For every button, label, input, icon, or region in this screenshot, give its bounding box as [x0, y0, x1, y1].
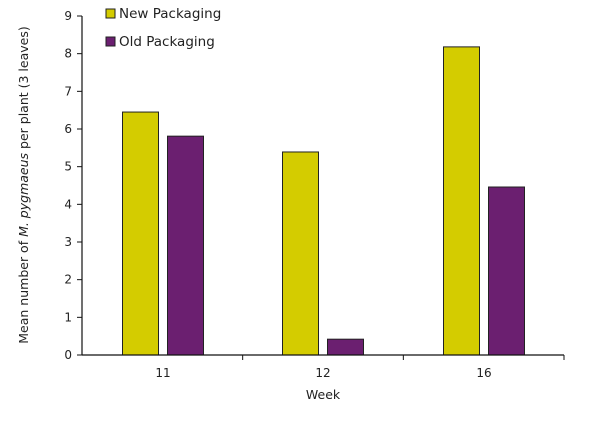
- legend-label: Old Packaging: [119, 34, 215, 50]
- y-tick-label: 3: [64, 235, 72, 249]
- y-axis: 0 1 2 3 4 5 6 7 8 9: [64, 9, 83, 362]
- legend: New Packaging Old Packaging: [105, 6, 221, 50]
- y-axis-title: Mean number of M. pygmaeus per plant (3 …: [16, 26, 31, 343]
- legend-swatch-old-packaging: [105, 36, 116, 47]
- x-tick-label: 11: [155, 366, 170, 380]
- y-tick-label: 1: [64, 310, 72, 324]
- bar-new-packaging-week-16: [443, 46, 480, 356]
- y-tick-label: 6: [64, 122, 72, 136]
- y-tick-label: 0: [64, 348, 72, 362]
- y-tick-label: 2: [64, 273, 72, 287]
- bar-old-packaging-week-11: [167, 135, 204, 356]
- bar-old-packaging-week-12: [327, 338, 364, 356]
- y-tick-label: 7: [64, 84, 72, 98]
- x-axis-title: Week: [306, 387, 341, 402]
- y-axis-title-suffix: per plant (3 leaves): [16, 26, 31, 153]
- y-tick-label: 9: [64, 9, 72, 23]
- x-tick-label: 12: [315, 366, 330, 380]
- y-tick-label: 4: [64, 197, 72, 211]
- x-axis: 11 12 16: [82, 354, 565, 380]
- x-tick-label: 16: [476, 366, 491, 380]
- legend-swatch-new-packaging: [105, 8, 116, 19]
- bar-new-packaging-week-11: [122, 111, 159, 356]
- bar-old-packaging-week-16: [488, 186, 525, 356]
- y-axis-title-prefix: Mean number of: [16, 237, 31, 344]
- y-tick-label: 8: [64, 47, 72, 61]
- bars-group: [122, 46, 525, 356]
- y-tick-label: 5: [64, 160, 72, 174]
- y-axis-title-species: M. pygmaeus: [16, 152, 31, 236]
- legend-label: New Packaging: [119, 6, 221, 22]
- bar-new-packaging-week-12: [282, 151, 319, 356]
